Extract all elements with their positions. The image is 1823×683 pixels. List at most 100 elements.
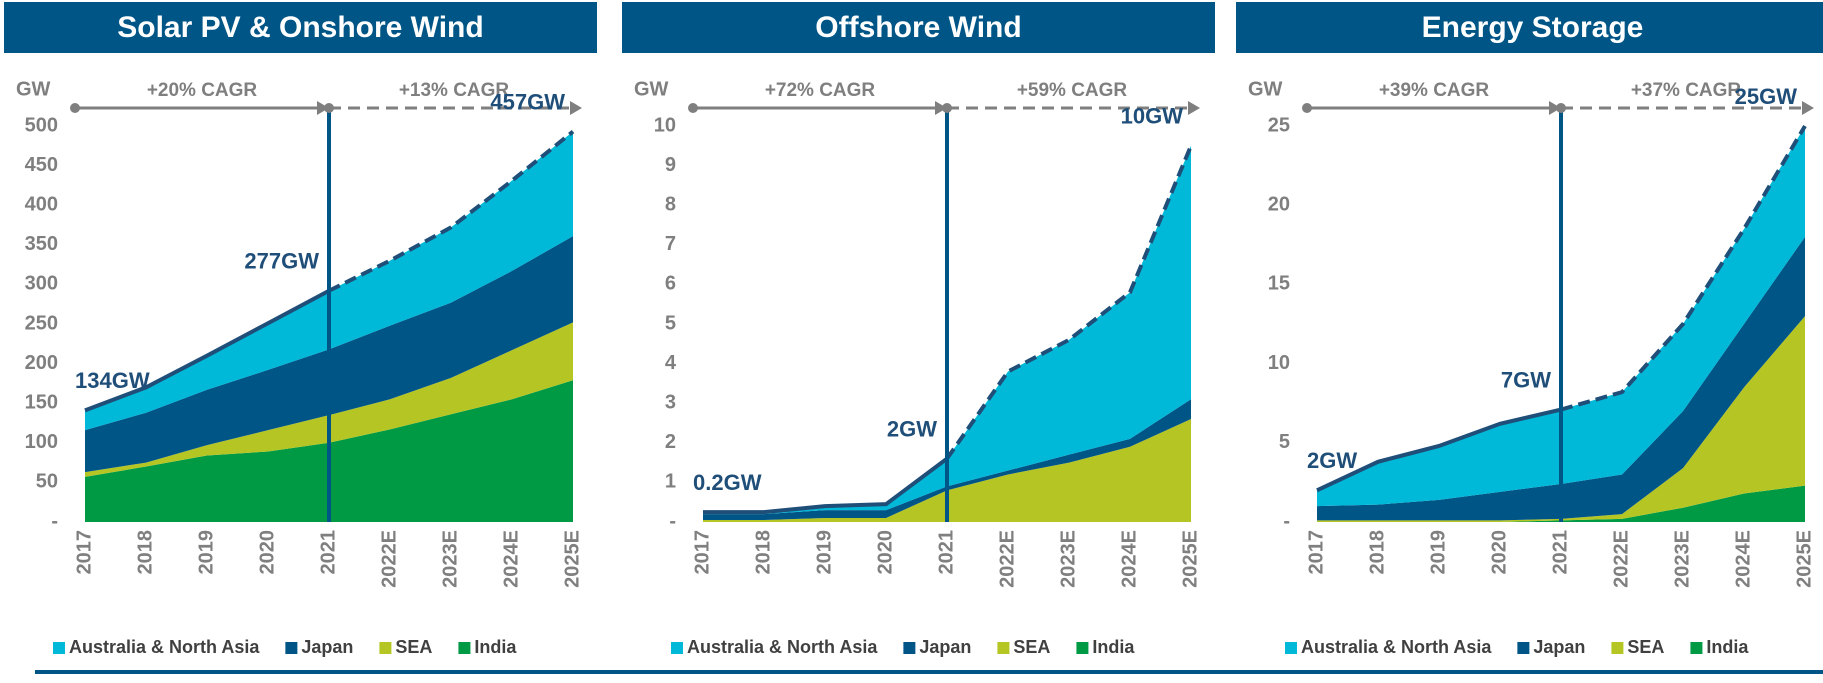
cagr-start (688, 103, 698, 113)
x-tick-label: 2018 (134, 530, 156, 575)
legend-label: SEA (1013, 637, 1050, 657)
arrow-head (317, 101, 329, 115)
y-tick-label: 5 (665, 312, 676, 334)
y-tick-label: 50 (36, 471, 58, 493)
y-tick-label: 150 (25, 391, 58, 413)
arrow-head (935, 101, 947, 115)
x-tick-label: 2021 (1549, 530, 1571, 575)
y-tick-label: 2 (665, 431, 676, 453)
y-tick-label: 3 (665, 391, 676, 413)
panel-title: Solar PV & Onshore Wind (117, 11, 483, 44)
y-axis-label: GW (16, 78, 51, 100)
x-tick-label: 2024E (1732, 530, 1754, 588)
legend-swatch (1690, 642, 1703, 654)
x-tick-label: 2020 (1488, 530, 1510, 575)
total-label: 457GW (490, 89, 565, 114)
legend-label: India (1706, 637, 1749, 657)
x-tick-label: 2022E (996, 530, 1018, 588)
y-tick-label: 100 (25, 431, 58, 453)
arrow-head (1802, 101, 1814, 115)
arrow-head (1549, 101, 1561, 115)
y-tick-label: - (51, 510, 58, 532)
y-tick-label: 300 (25, 273, 58, 295)
y-tick-label: 450 (25, 154, 58, 176)
area-series (703, 145, 1191, 515)
area-series (1317, 126, 1805, 507)
panel: Offshore Wind - 1 2 3 4 5 6 7 8 9 10 2017 2018 2019 202… (622, 2, 1215, 657)
total-label: 7GW (1501, 367, 1551, 392)
bottom-rule (35, 670, 1823, 674)
x-tick-label: 2021 (317, 530, 339, 575)
legend-label: SEA (395, 637, 432, 657)
x-tick-label: 2023E (1057, 530, 1079, 588)
area-series (1317, 316, 1805, 522)
x-tick-label: 2019 (813, 530, 835, 575)
total-label: 10GW (1121, 104, 1184, 129)
legend-label: Australia & North Asia (687, 637, 878, 657)
legend-swatch (458, 642, 471, 654)
area-series (85, 322, 573, 477)
legend-label: India (1092, 637, 1135, 657)
panel: Energy Storage - 5 10 15 20 25 2017 2018 2019 2020… (1236, 2, 1823, 657)
x-tick-label: 2017 (73, 530, 95, 575)
legend-label: SEA (1627, 637, 1664, 657)
y-tick-label: 20 (1268, 193, 1290, 215)
y-tick-label: 250 (25, 312, 58, 334)
arrow-head (1188, 101, 1200, 115)
total-label: 277GW (244, 249, 319, 274)
legend-label: Japan (301, 637, 353, 657)
total-label: 25GW (1735, 84, 1798, 109)
total-outline (84, 288, 330, 413)
legend-label: Japan (1533, 637, 1585, 657)
x-tick-label: 2023E (1671, 530, 1693, 588)
legend-swatch (379, 642, 392, 654)
panel-header (4, 2, 597, 53)
arrow-head (570, 101, 582, 115)
x-tick-label: 2024E (1118, 530, 1140, 588)
legend-swatch (1076, 642, 1089, 654)
y-tick-label: 6 (665, 273, 676, 295)
x-tick-label: 2017 (691, 530, 713, 575)
x-tick-label: 2023E (439, 530, 461, 588)
total-label: 134GW (75, 368, 150, 393)
area-series (703, 419, 1191, 522)
x-tick-label: 2024E (500, 530, 522, 588)
y-tick-label: 15 (1268, 273, 1290, 295)
cagr-start (1302, 103, 1312, 113)
area-series (1317, 485, 1805, 522)
y-tick-label: - (669, 510, 676, 532)
y-tick-label: 5 (1279, 431, 1290, 453)
total-label: 2GW (887, 416, 937, 441)
y-tick-label: 10 (1268, 352, 1290, 374)
y-tick-label: 10 (654, 114, 676, 136)
legend-swatch (1517, 642, 1530, 654)
x-tick-label: 2019 (195, 530, 217, 575)
panel: Solar PV & Onshore Wind - 50 100 150 200 250 30… (4, 2, 597, 657)
total-label: 2GW (1307, 448, 1357, 473)
x-tick-label: 2025E (1793, 530, 1815, 588)
x-tick-label: 2020 (256, 530, 278, 575)
legend-swatch (285, 642, 298, 654)
legend-swatch (671, 642, 683, 654)
x-tick-label: 2018 (752, 530, 774, 575)
total-label: 0.2GW (693, 470, 762, 495)
y-tick-label: 4 (665, 352, 677, 374)
cagr-label: +72% CAGR (765, 80, 876, 101)
panel-header (622, 2, 1215, 53)
y-tick-label: - (1283, 510, 1290, 532)
cagr-label: +13% CAGR (399, 80, 510, 101)
x-tick-label: 2020 (874, 530, 896, 575)
cagr-label: +39% CAGR (1379, 80, 1490, 101)
legend-swatch (53, 642, 65, 654)
area-series (1317, 236, 1805, 521)
y-tick-label: 8 (665, 193, 676, 215)
y-tick-label: 1 (665, 471, 676, 493)
cagr-label: +37% CAGR (1631, 80, 1742, 101)
x-tick-label: 2018 (1366, 530, 1388, 575)
total-outline-forecast (1560, 124, 1807, 412)
legend-swatch (997, 642, 1010, 654)
legend-swatch (1611, 642, 1624, 654)
cagr-start (70, 103, 80, 113)
panel-title: Offshore Wind (815, 11, 1021, 44)
y-tick-label: 400 (25, 193, 58, 215)
